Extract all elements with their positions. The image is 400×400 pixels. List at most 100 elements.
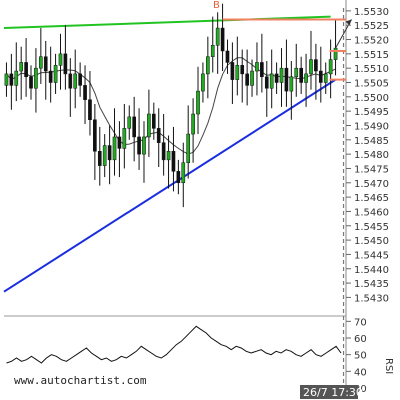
- price-tick-label: 1.5515: [354, 50, 389, 61]
- candle-body: [255, 62, 259, 72]
- candle-body: [176, 171, 181, 184]
- price-tick-label: 1.5530: [354, 7, 389, 18]
- price-tick-label: 1.5475: [354, 164, 389, 175]
- candle-body: [107, 145, 112, 161]
- forecast-levels: [222, 8, 352, 388]
- price-tick-label: 1.5440: [354, 265, 389, 276]
- price-tick-label: 1.5465: [354, 193, 389, 204]
- candle-body: [63, 53, 68, 75]
- price-tick-label: 1.5485: [354, 136, 389, 147]
- candle-body: [201, 73, 205, 92]
- candle-body: [151, 113, 156, 129]
- candle-body: [279, 67, 284, 83]
- price-tick-label: 1.5450: [354, 236, 389, 247]
- candle-body: [88, 99, 92, 120]
- watermark: www.autochartist.com: [14, 374, 147, 387]
- candle-body: [97, 151, 102, 166]
- rsi-tick-label: 40: [354, 367, 367, 378]
- candle-body: [102, 145, 107, 166]
- candle-body: [323, 73, 328, 83]
- rsi-panel: [6, 325, 342, 364]
- candle-body: [112, 136, 117, 161]
- candle-body: [117, 136, 122, 149]
- candle-body: [39, 56, 43, 69]
- candle-body: [68, 73, 73, 89]
- candle-body: [43, 56, 48, 72]
- candle-body: [196, 90, 200, 115]
- candle-body: [240, 65, 245, 75]
- candle-body: [53, 65, 58, 83]
- price-tick-label: 1.5445: [354, 250, 389, 261]
- price-tick-label: 1.5455: [354, 222, 389, 233]
- candle-body: [215, 27, 220, 46]
- current-time-label: 26/7 17:30: [303, 386, 363, 399]
- rsi-tick-label: 60: [354, 334, 367, 345]
- pattern-point-label: B: [213, 0, 220, 11]
- candle-body: [161, 142, 166, 161]
- price-tick-label: 1.5460: [354, 207, 389, 218]
- candle-body: [83, 85, 87, 100]
- support-line: [3, 78, 337, 293]
- rsi-tick-label: 50: [354, 351, 367, 362]
- price-tick-label: 1.5490: [354, 121, 389, 132]
- candle-body: [250, 70, 254, 86]
- candle-body: [264, 76, 269, 89]
- forecast-arrowhead: [345, 19, 352, 26]
- candle-body: [225, 50, 230, 63]
- candle-body: [333, 47, 338, 60]
- price-tick-label: 1.5495: [354, 107, 389, 118]
- price-tick-label: 1.5480: [354, 150, 389, 161]
- price-tick-label: 1.5520: [354, 36, 389, 47]
- price-tick-label: 1.5525: [354, 21, 389, 32]
- price-tick-label: 1.5500: [354, 93, 389, 104]
- candle-body: [309, 59, 313, 75]
- price-tick-label: 1.5505: [354, 79, 389, 90]
- candle-body: [132, 116, 136, 138]
- candle-body: [14, 70, 19, 86]
- candle-body: [269, 73, 274, 89]
- candle-body: [284, 67, 289, 92]
- price-tick-label: 1.5510: [354, 64, 389, 75]
- candle-body: [260, 62, 264, 78]
- candle-body: [206, 56, 210, 75]
- candle-body: [142, 136, 146, 155]
- price-tick-label: 1.5430: [354, 293, 389, 304]
- candle-body: [127, 116, 132, 129]
- candle-body: [9, 73, 14, 86]
- candle-body: [4, 73, 9, 86]
- candle-body: [186, 133, 191, 163]
- candle-body: [19, 62, 24, 72]
- candle-body: [29, 76, 33, 89]
- rsi-tick-label: 30: [354, 384, 367, 395]
- candle-body: [191, 113, 195, 135]
- candle-body: [122, 128, 127, 149]
- candle-body: [24, 62, 28, 78]
- candle-body: [73, 73, 78, 89]
- candle-body: [137, 136, 141, 155]
- candle-body: [48, 70, 53, 83]
- candle-body: [289, 76, 294, 92]
- candle-body: [147, 113, 151, 138]
- candle-body: [318, 70, 323, 83]
- rsi-label: RSI: [383, 358, 394, 374]
- candle-body: [235, 65, 240, 80]
- candle-body: [171, 151, 176, 172]
- candle-body: [181, 162, 186, 184]
- candle-body: [245, 73, 249, 86]
- candle-body: [210, 45, 215, 57]
- candle-body: [274, 73, 279, 83]
- candle-body: [93, 119, 97, 152]
- candle-body: [166, 151, 171, 161]
- candle-body: [58, 53, 63, 66]
- resistance-line: [3, 15, 331, 30]
- price-tick-label: 1.5470: [354, 179, 389, 190]
- candle-body: [294, 67, 299, 78]
- rsi-tick-label: 70: [354, 317, 367, 328]
- candle-body: [34, 67, 38, 89]
- main-panel: [4, 0, 347, 392]
- rsi-line: [6, 325, 342, 364]
- candle-body: [299, 67, 303, 83]
- candle-body: [220, 27, 225, 52]
- rsi-axis: 70 60 50 40 30 RSI: [346, 317, 394, 395]
